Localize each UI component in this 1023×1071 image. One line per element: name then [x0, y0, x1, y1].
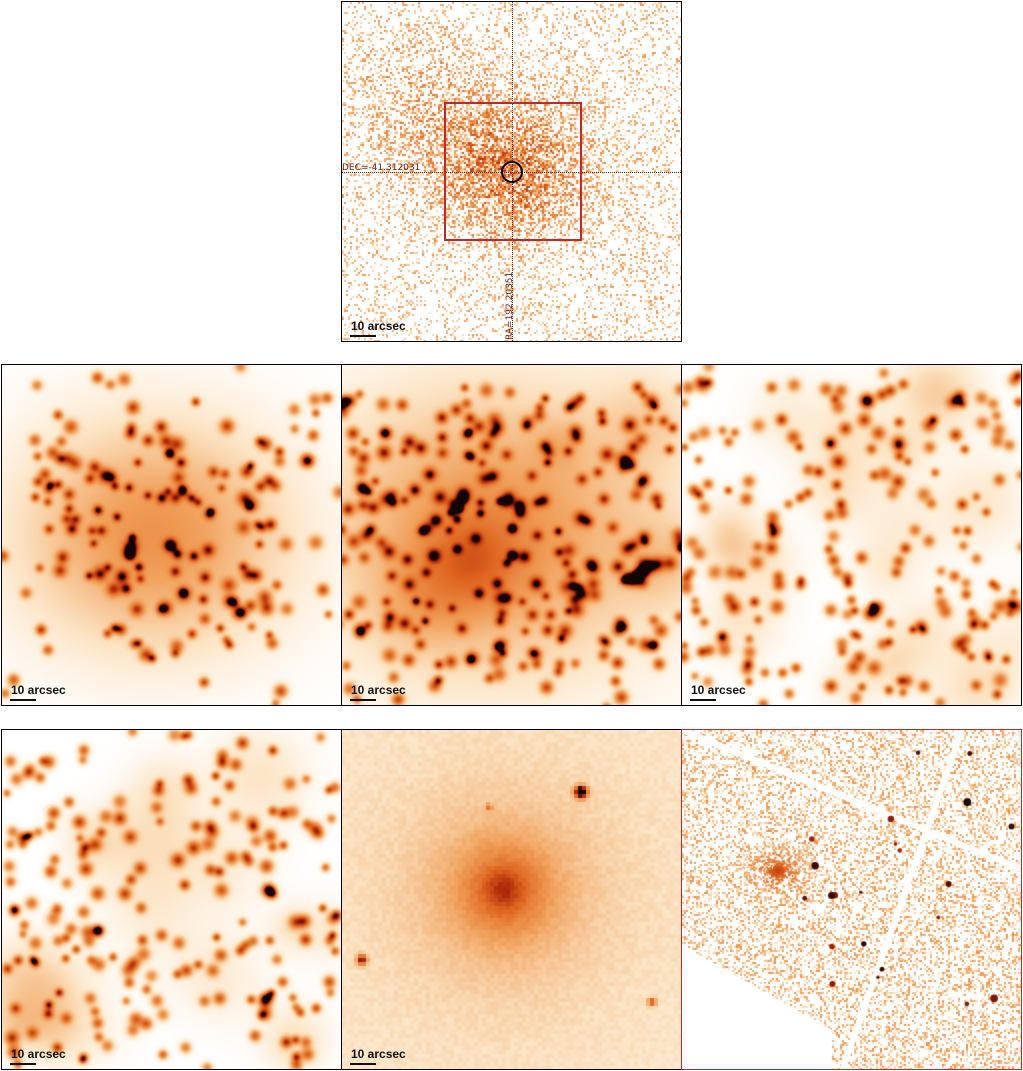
zoom-region-box	[444, 102, 582, 241]
middle-right-image	[682, 365, 1021, 705]
top-xray-panel: DEC=-41.312031 RA=192.20351 10 arcsec	[341, 1, 682, 342]
scale-bar	[350, 699, 376, 701]
middle-right-panel: 10 arcsec	[681, 364, 1022, 706]
scale-label: 10 arcsec	[351, 683, 406, 697]
middle-left-image	[2, 365, 341, 705]
scale-label: 10 arcsec	[11, 1047, 66, 1061]
scale-label: 10 arcsec	[351, 1047, 406, 1061]
bottom-left-panel: 10 arcsec	[1, 729, 342, 1070]
scale-label: 10 arcsec	[11, 683, 66, 697]
target-circle	[501, 161, 523, 183]
bottom-left-image	[2, 730, 341, 1069]
scale-bar	[10, 699, 36, 701]
scale-bar	[350, 335, 376, 337]
scale-bar	[10, 1063, 36, 1065]
scale-bar	[690, 699, 716, 701]
bottom-center-panel: 10 arcsec	[341, 729, 682, 1070]
middle-center-panel: 10 arcsec	[341, 364, 682, 706]
scale-bar	[350, 1063, 376, 1065]
middle-left-panel: 10 arcsec	[1, 364, 342, 706]
ra-label: RA=192.20351	[505, 271, 515, 340]
scale-label: 10 arcsec	[691, 683, 746, 697]
middle-center-image	[342, 365, 681, 705]
dec-label: DEC=-41.312031	[342, 163, 421, 173]
bottom-right-image	[682, 730, 1021, 1069]
scale-label: 10 arcsec	[351, 319, 406, 333]
bottom-right-panel	[681, 729, 1022, 1070]
bottom-center-image	[342, 730, 681, 1069]
